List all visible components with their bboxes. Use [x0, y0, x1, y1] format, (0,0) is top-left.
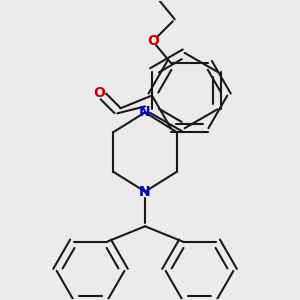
Text: N: N [139, 184, 151, 199]
Text: O: O [147, 34, 159, 48]
Text: N: N [139, 105, 151, 119]
Text: O: O [94, 85, 105, 100]
